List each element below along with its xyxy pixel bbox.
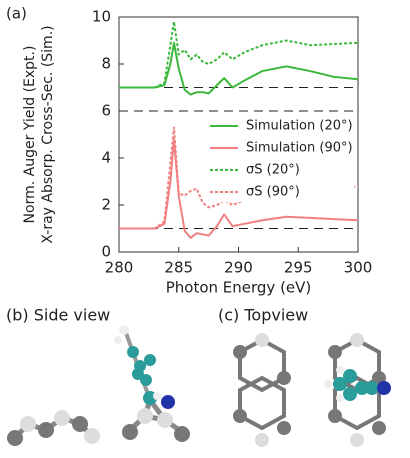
legend-label: σS (20°) [246, 163, 300, 178]
y-tick-label: 0 [101, 243, 111, 261]
legend-label: Simulation (90°) [246, 141, 353, 156]
panel-label: (b) Side view [6, 306, 110, 325]
x-tick-label: 300 [344, 259, 373, 277]
y-tick-label: 2 [101, 196, 111, 214]
y-tick-label: 8 [101, 55, 111, 73]
panel-label: (a) [6, 5, 27, 23]
molecule-images [7, 325, 391, 447]
figure: (a) (b) Side view (c) Topview 2802852902… [0, 0, 410, 454]
x-tick-label: 285 [164, 259, 193, 277]
y-tick-label: 6 [101, 102, 111, 120]
legend-label: σS (90°) [246, 185, 300, 200]
y-tick-label: 4 [101, 149, 111, 167]
y-tick-label: 10 [92, 8, 111, 26]
x-axis-label: Photon Energy (eV) [166, 279, 312, 297]
series-line [119, 22, 358, 88]
x-tick-label: 295 [284, 259, 313, 277]
x-tick-label: 280 [105, 259, 134, 277]
panel-label: (c) Topview [218, 306, 308, 325]
x-tick-label: 290 [224, 259, 253, 277]
y-axis-label: X-ray Absorp. Cross-Sec. (Sim.) [40, 25, 56, 243]
y-axis-label: Norm. Auger Yield (Expt.) [22, 46, 38, 224]
legend-label: Simulation (20°) [246, 119, 353, 134]
